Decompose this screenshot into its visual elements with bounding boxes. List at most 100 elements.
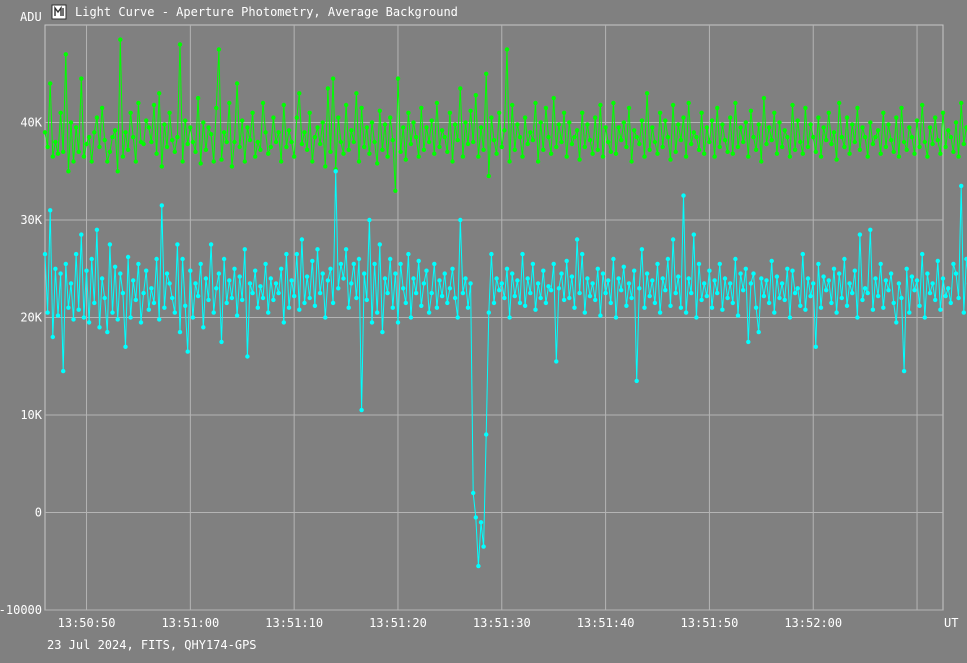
data-point <box>112 128 118 133</box>
data-point <box>380 147 385 152</box>
data-point <box>738 271 743 276</box>
data-point <box>473 93 478 98</box>
data-point <box>959 100 964 106</box>
data-point <box>281 102 286 108</box>
data-point <box>429 290 434 296</box>
data-point <box>730 151 735 156</box>
data-point <box>234 81 240 86</box>
data-point <box>325 86 331 91</box>
data-point <box>896 154 902 159</box>
data-point <box>271 297 276 303</box>
data-point <box>522 115 528 120</box>
data-point <box>328 266 333 271</box>
data-point <box>743 266 748 271</box>
data-point <box>769 137 774 143</box>
data-point <box>639 118 645 123</box>
data-point <box>816 261 821 267</box>
data-point <box>712 278 717 283</box>
data-point <box>683 310 689 315</box>
data-point <box>424 268 429 273</box>
data-point <box>237 274 242 279</box>
data-point <box>862 134 868 140</box>
data-point <box>346 147 351 152</box>
data-point <box>805 144 811 150</box>
data-point <box>561 110 567 116</box>
data-point <box>395 320 401 325</box>
data-point <box>359 105 364 111</box>
data-point <box>766 300 772 306</box>
data-point <box>805 276 811 281</box>
data-point <box>673 290 678 296</box>
data-point <box>112 264 118 269</box>
data-point <box>837 271 842 276</box>
data-point <box>886 288 891 293</box>
data-point <box>907 125 912 130</box>
data-point <box>372 139 377 145</box>
data-point <box>447 110 453 116</box>
data-point <box>351 261 356 267</box>
data-point <box>720 307 725 312</box>
data-point <box>304 147 310 152</box>
data-point <box>458 217 463 223</box>
data-point <box>632 128 637 133</box>
data-point <box>668 303 673 308</box>
data-point <box>865 154 870 159</box>
data-point <box>317 290 323 296</box>
data-point <box>294 251 299 257</box>
data-point <box>131 134 136 140</box>
data-point <box>632 268 637 273</box>
y-axis-label: ADU <box>20 10 42 24</box>
x-tick-label: 13:51:20 <box>369 616 427 630</box>
data-point <box>735 144 741 150</box>
x-axis: UT 13:50:50 13:51:00 13:51:10 13:51:20 13:51… <box>58 616 959 630</box>
data-point <box>909 274 915 279</box>
data-point <box>896 281 902 286</box>
data-point <box>956 295 961 301</box>
data-point <box>343 102 349 108</box>
data-point <box>837 100 842 106</box>
data-point <box>149 139 154 145</box>
data-point <box>120 154 126 159</box>
data-point <box>250 110 255 116</box>
data-point <box>683 154 689 159</box>
data-point <box>855 315 860 320</box>
data-point <box>572 134 577 140</box>
data-point <box>668 157 673 162</box>
data-point <box>634 134 639 140</box>
data-point <box>917 144 922 150</box>
data-point <box>180 159 185 164</box>
light-curve-app-icon[interactable] <box>51 4 67 20</box>
data-point <box>660 144 665 150</box>
data-point <box>294 115 299 120</box>
data-point <box>816 115 821 120</box>
data-point <box>813 149 818 154</box>
data-point <box>84 141 89 147</box>
data-point <box>528 290 533 296</box>
data-point <box>728 281 733 286</box>
data-point <box>450 159 455 164</box>
data-point <box>598 313 603 318</box>
data-point <box>162 305 167 310</box>
data-point <box>873 134 878 140</box>
data-point <box>406 110 411 116</box>
data-point <box>834 310 839 315</box>
data-point <box>131 278 136 283</box>
data-point <box>419 105 424 111</box>
data-point <box>266 310 271 315</box>
data-point <box>429 118 434 123</box>
data-point <box>720 122 725 127</box>
data-point <box>232 266 237 271</box>
data-point <box>497 110 502 116</box>
data-point <box>842 144 847 150</box>
data-point <box>214 105 219 111</box>
data-point <box>484 71 489 77</box>
data-point <box>211 310 216 315</box>
data-point <box>574 237 580 242</box>
data-point <box>756 122 761 127</box>
data-point <box>665 134 671 140</box>
data-point <box>499 281 504 286</box>
data-point <box>940 276 946 281</box>
x-tick-label: 13:51:30 <box>473 616 531 630</box>
data-point <box>71 159 76 164</box>
data-point <box>676 274 681 279</box>
